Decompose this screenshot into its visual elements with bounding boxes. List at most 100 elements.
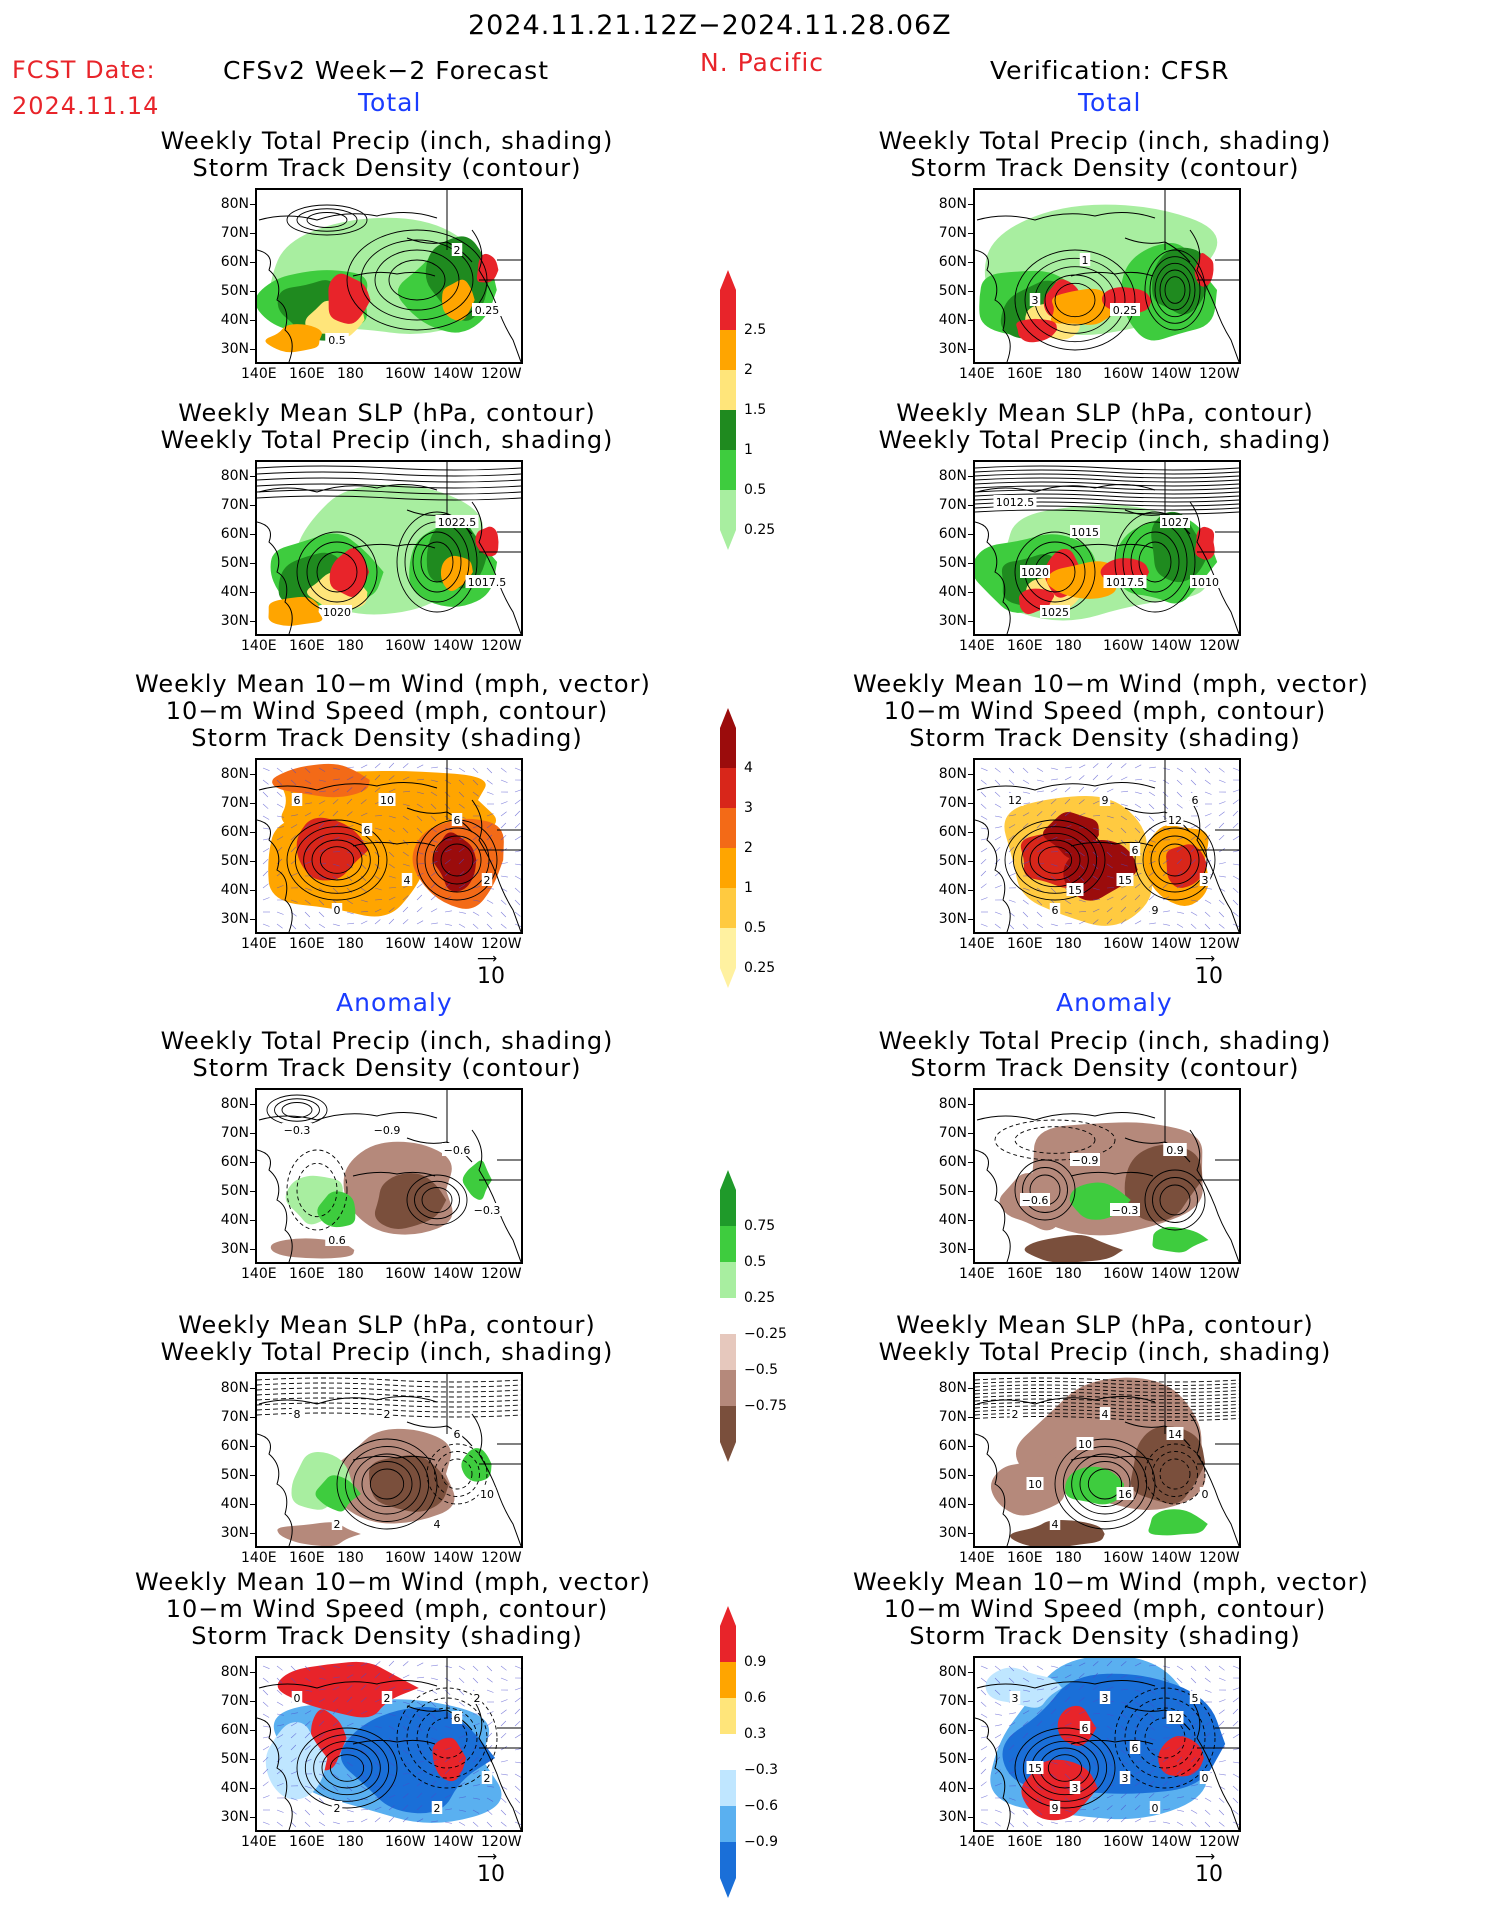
contour-label: 2 [471,1691,483,1705]
lat-tick-label: 30N [938,1525,967,1541]
lat-tick [968,262,973,263]
lat-tick [968,1504,973,1505]
panel-title-line: 10−m Wind Speed (mph, contour) [165,697,609,725]
svg-text:6: 6 [1132,1742,1139,1755]
colorbar-label: 2 [744,840,753,856]
lon-tick-label: 140E [959,1550,995,1566]
svg-text:3: 3 [1072,1782,1079,1795]
colorbar-label: −0.6 [744,1798,778,1814]
lat-tick-label: 40N [220,882,249,898]
lat-tick-label: 70N [938,225,967,241]
contour-label: 9 [1149,903,1161,917]
svg-text:1: 1 [1082,254,1089,267]
contour-label: 2 [381,1407,393,1421]
lon-tick-label: 120W [481,1834,522,1850]
lon-tick-label: 140W [433,1266,474,1282]
lon-tick-label: 140E [959,366,995,382]
lat-tick-label: 60N [220,254,249,270]
panel-title-line: Weekly Total Precip (inch, shading) [160,426,614,454]
svg-text:1022.5: 1022.5 [438,516,477,529]
lat-tick [968,1446,973,1447]
lat-tick-label: 80N [938,766,967,782]
lat-tick-label: 30N [938,911,967,927]
colorbar-bottom-arrow [720,968,736,988]
lat-tick [250,1533,255,1534]
f-wind-storm-total-map: 6 4 6 0 2 6 10 [255,758,523,934]
lon-tick-label: 120W [481,638,522,654]
lat-tick-label: 80N [220,196,249,212]
panel-title-line: Weekly Total Precip (inch, shading) [878,426,1332,454]
svg-text:3: 3 [1102,1692,1109,1705]
colorbar-label: 0.25 [744,1290,776,1306]
colorbar-label: 1 [744,880,753,896]
panel-title-line: Weekly Total Precip (inch, shading) [160,1027,614,1055]
svg-text:−0.3: −0.3 [474,1204,501,1217]
svg-text:9: 9 [1102,794,1109,807]
lat-tick-label: 30N [220,1241,249,1257]
lat-tick-label: 70N [220,795,249,811]
svg-text:10: 10 [1028,1478,1042,1491]
v-slp-precip-anom-map: 10 10 16 14 4 0 2 4 [973,1372,1241,1548]
panel-title-line: Weekly Total Precip (inch, shading) [878,1338,1332,1366]
vector-reference: ⟶ 10 [477,951,505,989]
colorbar-swatch [720,728,736,768]
panel-title-line: Weekly Mean 10−m Wind (mph, vector) [853,1568,1369,1596]
lat-tick [968,1788,973,1789]
contour-label: 1 [1079,253,1091,267]
colorbar-top-arrow [720,1170,736,1190]
lat-tick [968,291,973,292]
colorbar-label: −0.25 [744,1326,787,1342]
contour-label: 0.25 [472,303,502,317]
svg-text:2: 2 [484,874,491,887]
colorbar-swatch [720,1842,736,1878]
lon-tick-label: 180 [1055,638,1082,654]
lat-tick [250,832,255,833]
lat-tick-label: 60N [938,824,967,840]
lon-tick-label: 140W [1151,1266,1192,1282]
lat-tick [250,476,255,477]
colorbar-label: 0.3 [744,1726,767,1742]
colorbar-label: 0.6 [744,1690,767,1706]
panel-title-line: Storm Track Density (contour) [192,154,582,182]
panel-title-line: Weekly Mean SLP (hPa, contour) [896,399,1314,427]
svg-text:2: 2 [434,1802,441,1815]
lat-tick-label: 70N [938,1693,967,1709]
lat-tick-label: 80N [220,1380,249,1396]
lat-tick [968,803,973,804]
fcst-date-label: FCST Date: [12,56,156,84]
contour-label: 1020 [322,605,352,619]
lon-tick-label: 180 [1055,1550,1082,1566]
lon-tick-label: 180 [337,1550,364,1566]
lat-tick [968,919,973,920]
contour-label: 1020 [1020,565,1050,579]
lat-tick [250,1249,255,1250]
lat-tick [250,349,255,350]
colorbar-swatch [720,330,736,370]
lat-tick-label: 80N [938,1096,967,1112]
verification-title: Verification: CFSR [990,56,1230,85]
lat-tick [968,621,973,622]
lon-tick-label: 160E [1007,936,1043,952]
lat-tick [250,592,255,593]
svg-text:0: 0 [334,904,341,917]
colorbar-top-arrow [720,270,736,290]
colorbar-swatch [720,290,736,330]
lat-tick-label: 60N [938,1154,967,1170]
lat-tick [968,861,973,862]
svg-text:2: 2 [454,244,461,257]
lat-tick [250,1133,255,1134]
lat-tick [250,534,255,535]
lat-tick-label: 30N [938,1809,967,1825]
svg-text:0.6: 0.6 [328,1234,346,1247]
lat-tick-label: 30N [938,613,967,629]
contour-label: 2 [331,1517,343,1531]
lat-tick [250,621,255,622]
lat-tick [250,204,255,205]
colorbar-label: 0.25 [744,522,776,538]
colorbar-swatch [720,450,736,490]
lat-tick [968,349,973,350]
lon-tick-label: 160W [1103,638,1144,654]
panel-title-line: Weekly Total Precip (inch, shading) [878,1027,1332,1055]
lat-tick [250,291,255,292]
lat-tick-label: 30N [938,341,967,357]
